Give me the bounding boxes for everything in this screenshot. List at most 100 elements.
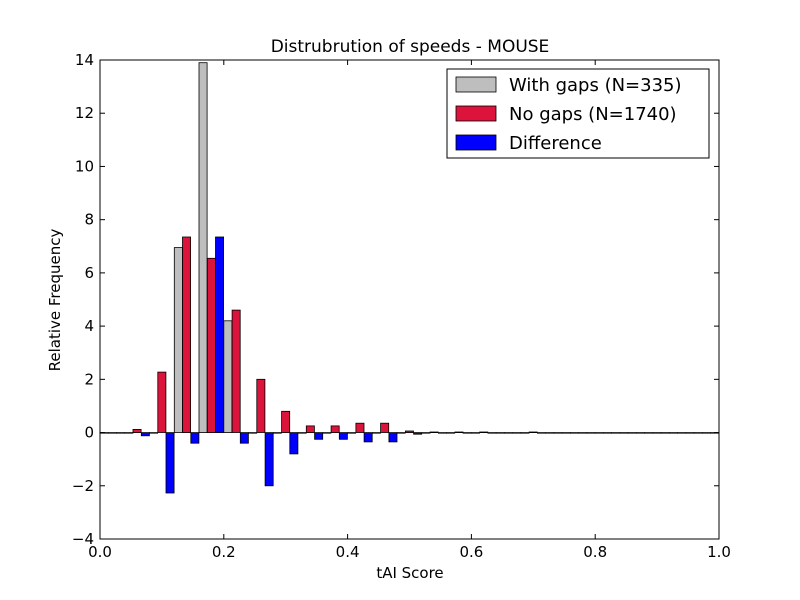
bar-with-16	[495, 432, 505, 434]
y-axis-label: Relative Frequency	[46, 229, 64, 372]
legend-swatch	[455, 134, 497, 151]
bar-difference-1	[140, 432, 150, 437]
bar-difference-2	[165, 432, 175, 494]
legend-swatch	[455, 76, 497, 93]
bar-no-0	[107, 432, 117, 434]
bar-difference-13	[437, 432, 447, 434]
bar-no-13	[429, 431, 439, 434]
bars-group	[99, 62, 720, 494]
x-tick-label: 0.4	[336, 543, 360, 561]
bar-with-15	[470, 432, 480, 434]
bar-no-12	[404, 430, 414, 434]
chart-title: Distrubrution of speeds - MOUSE	[271, 37, 550, 57]
y-tick-label: −2	[72, 477, 94, 495]
bar-no-14	[454, 431, 464, 434]
bar-difference-3	[190, 432, 200, 444]
bar-no-7	[281, 410, 291, 433]
y-tick-label: 14	[75, 51, 94, 69]
bar-with-11	[371, 432, 381, 434]
bar-difference-21	[636, 432, 646, 434]
x-tick-label: 0.6	[459, 543, 483, 561]
bar-no-17	[528, 431, 538, 434]
bar-no-8	[305, 425, 315, 433]
bar-no-2	[157, 371, 167, 433]
bar-with-19	[570, 432, 579, 434]
x-axis-label: tAI Score	[376, 564, 443, 582]
plot-frame	[99, 59, 720, 540]
bar-difference-16	[512, 432, 522, 434]
axes-group: 0.0 0.2 0.4 0.6 0.8 1.0 −4 −2 0 2 4 6 8 10 12 14	[72, 51, 731, 561]
bar-no-6	[256, 378, 266, 433]
bar-with-12	[396, 432, 406, 434]
bar-with-8	[297, 432, 307, 434]
bar-difference-14	[462, 432, 472, 434]
bar-no-24	[702, 432, 712, 434]
y-tick-label: 4	[84, 317, 94, 335]
bar-with-21	[619, 432, 629, 434]
bar-difference-22	[660, 432, 670, 434]
legend: With gaps (N=335) No gaps (N=1740) Differe…	[446, 68, 710, 159]
bar-difference-4	[215, 236, 225, 434]
bar-no-5	[231, 309, 241, 433]
bar-difference-19	[586, 432, 596, 434]
bar-with-1	[124, 432, 134, 434]
bar-with-9	[322, 432, 332, 434]
bar-with-7	[272, 432, 282, 434]
legend-label: Difference	[509, 133, 602, 154]
bar-difference-11	[388, 432, 398, 443]
bar-with-13	[421, 432, 431, 434]
bar-no-22	[652, 432, 662, 434]
bar-no-20	[603, 432, 613, 434]
bar-no-18	[553, 432, 563, 434]
bar-difference-12	[413, 432, 423, 435]
bar-with-3	[173, 247, 183, 433]
bar-with-6	[248, 432, 258, 434]
bar-with-20	[594, 432, 604, 434]
bar-no-11	[380, 422, 390, 433]
bar-no-21	[627, 432, 637, 434]
bar-difference-9	[338, 432, 348, 440]
bar-difference-17	[537, 432, 546, 434]
bar-no-10	[355, 422, 365, 433]
bar-with-23	[669, 432, 679, 434]
bar-difference-20	[611, 432, 621, 434]
bar-no-23	[677, 432, 687, 434]
x-tick-label: 0.8	[583, 543, 607, 561]
bar-no-4	[206, 257, 216, 433]
bar-with-5	[223, 320, 233, 433]
bar-difference-18	[561, 432, 571, 434]
bar-difference-15	[487, 432, 497, 434]
x-tick-label: 1.0	[707, 543, 731, 561]
bar-difference-7	[289, 432, 299, 455]
bar-no-9	[330, 425, 340, 433]
x-tick-label: 0.2	[212, 543, 236, 561]
bar-difference-10	[363, 432, 373, 443]
legend-swatch	[455, 105, 497, 122]
y-tick-label: 8	[84, 211, 94, 229]
y-tick-label: 2	[84, 370, 94, 388]
bar-with-17	[520, 432, 530, 434]
y-tick-label: −4	[72, 530, 94, 548]
bar-no-3	[182, 236, 192, 434]
bar-difference-23	[685, 432, 695, 434]
bar-difference-8	[314, 432, 324, 440]
y-tick-label: 0	[84, 424, 94, 442]
bar-difference-6	[264, 432, 274, 487]
bar-with-18	[545, 432, 555, 434]
bar-no-19	[578, 432, 588, 434]
y-tick-label: 12	[75, 104, 94, 122]
y-tick-label: 10	[75, 157, 94, 175]
bar-with-22	[644, 432, 654, 434]
legend-label: No gaps (N=1740)	[509, 104, 677, 125]
bar-with-14	[446, 432, 456, 434]
bar-no-1	[132, 428, 142, 433]
bar-with-24	[693, 432, 703, 434]
bar-no-16	[503, 432, 513, 434]
bar-difference-0	[116, 432, 126, 434]
x-tick-label: 0.0	[88, 543, 112, 561]
bar-no-15	[479, 431, 489, 434]
bar-with-10	[347, 432, 357, 434]
y-tick-label: 6	[84, 264, 94, 282]
bar-difference-5	[239, 432, 249, 444]
